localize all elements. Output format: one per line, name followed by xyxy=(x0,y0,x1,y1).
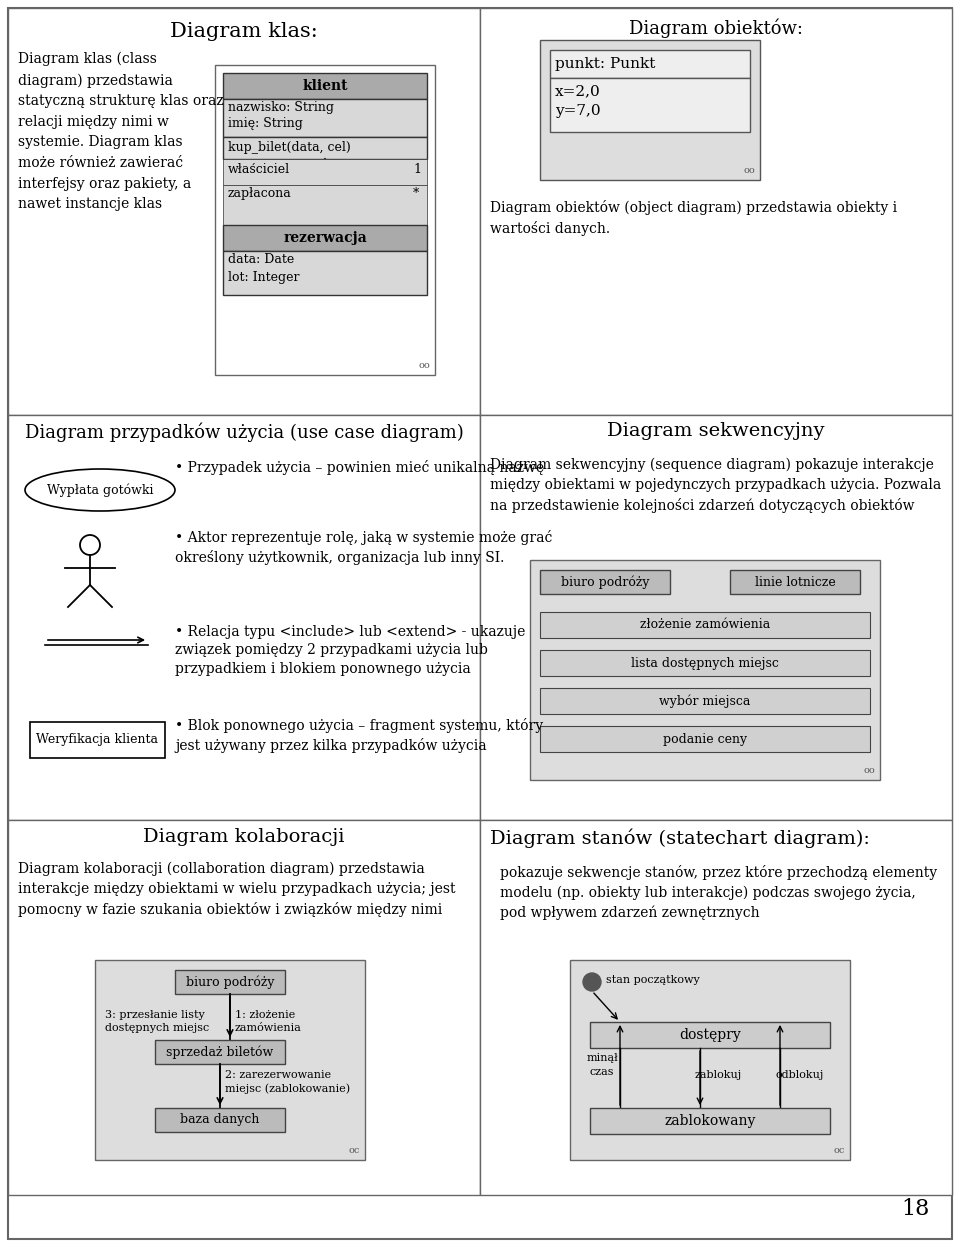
FancyBboxPatch shape xyxy=(8,7,480,415)
Text: klient: klient xyxy=(302,79,348,94)
FancyBboxPatch shape xyxy=(223,137,427,160)
Text: lista dostępnych miejsc: lista dostępnych miejsc xyxy=(631,656,779,670)
FancyBboxPatch shape xyxy=(590,1109,830,1134)
FancyBboxPatch shape xyxy=(540,726,870,752)
FancyBboxPatch shape xyxy=(8,7,952,1240)
Ellipse shape xyxy=(25,469,175,511)
Text: zablokuj: zablokuj xyxy=(695,1070,742,1080)
Text: Diagram obiektów:: Diagram obiektów: xyxy=(629,17,803,37)
FancyBboxPatch shape xyxy=(540,650,870,676)
Text: x=2,0: x=2,0 xyxy=(555,84,601,99)
Text: pokazuje sekwencje stanów, przez które przechodzą elementy
modelu (np. obiekty l: pokazuje sekwencje stanów, przez które p… xyxy=(500,865,937,920)
FancyBboxPatch shape xyxy=(730,570,860,594)
Text: minął
czas: minął czas xyxy=(587,1054,618,1076)
Text: odblokuj: odblokuj xyxy=(775,1070,824,1080)
FancyBboxPatch shape xyxy=(530,560,880,781)
Text: baza danych: baza danych xyxy=(180,1114,260,1126)
Text: 3: przesłanie listy
dostępnych miejsc: 3: przesłanie listy dostępnych miejsc xyxy=(105,1010,209,1034)
Text: punkt: Punkt: punkt: Punkt xyxy=(555,57,656,71)
Text: Diagram przypadków użycia (use case diagram): Diagram przypadków użycia (use case diag… xyxy=(25,421,464,441)
Text: oc: oc xyxy=(348,1146,360,1155)
FancyBboxPatch shape xyxy=(480,821,952,1195)
Text: Weryfikacja klienta: Weryfikacja klienta xyxy=(36,733,158,747)
Text: Diagram sekwencyjny (sequence diagram) pokazuje interakcje
między obiektami w po: Diagram sekwencyjny (sequence diagram) p… xyxy=(490,458,941,513)
FancyBboxPatch shape xyxy=(590,1023,830,1047)
Text: Diagram sekwencyjny: Diagram sekwencyjny xyxy=(608,421,825,440)
Text: wybór miejsca: wybór miejsca xyxy=(660,695,751,708)
FancyBboxPatch shape xyxy=(540,688,870,715)
Text: oo: oo xyxy=(743,166,755,175)
FancyBboxPatch shape xyxy=(540,570,670,594)
FancyBboxPatch shape xyxy=(223,185,427,224)
FancyBboxPatch shape xyxy=(30,722,165,758)
Text: oc: oc xyxy=(833,1146,845,1155)
FancyBboxPatch shape xyxy=(480,7,952,415)
Text: złożenie zamówienia: złożenie zamówienia xyxy=(640,619,770,631)
Text: 2: zarezerwowanie
miejsc (zablokowanie): 2: zarezerwowanie miejsc (zablokowanie) xyxy=(225,1070,350,1094)
Text: oo: oo xyxy=(419,360,430,370)
FancyBboxPatch shape xyxy=(175,970,285,994)
Text: Diagram kolaboracji: Diagram kolaboracji xyxy=(143,828,345,845)
Text: • Relacja typu <include> lub <extend> - ukazuje
związek pomiędzy 2 przypadkami u: • Relacja typu <include> lub <extend> - … xyxy=(175,625,525,676)
FancyBboxPatch shape xyxy=(95,960,365,1160)
Text: rezerwacja: rezerwacja xyxy=(283,231,367,244)
FancyBboxPatch shape xyxy=(550,50,750,79)
Text: Diagram klas:: Diagram klas: xyxy=(170,22,318,41)
FancyBboxPatch shape xyxy=(550,79,750,132)
Text: kup_bilet(data, cel): kup_bilet(data, cel) xyxy=(228,141,350,155)
Text: linie lotnicze: linie lotnicze xyxy=(755,576,835,589)
Text: Diagram stanów (statechart diagram):: Diagram stanów (statechart diagram): xyxy=(490,828,870,848)
FancyBboxPatch shape xyxy=(215,65,435,375)
Text: stan początkowy: stan początkowy xyxy=(606,975,700,985)
Text: • Aktor reprezentuje rolę, jaką w systemie może grać
określony użytkownik, organ: • Aktor reprezentuje rolę, jaką w system… xyxy=(175,530,552,565)
Circle shape xyxy=(583,973,601,991)
FancyBboxPatch shape xyxy=(8,415,480,821)
Text: biuro podróży: biuro podróży xyxy=(561,575,649,589)
Text: 1: 1 xyxy=(413,163,421,176)
Text: właściciel: właściciel xyxy=(228,163,290,176)
Text: 18: 18 xyxy=(901,1198,930,1220)
Text: Diagram obiektów (object diagram) przedstawia obiekty i
wartości danych.: Diagram obiektów (object diagram) przeds… xyxy=(490,200,898,236)
Text: sprzedaż biletów: sprzedaż biletów xyxy=(166,1045,274,1059)
FancyBboxPatch shape xyxy=(223,160,427,185)
FancyBboxPatch shape xyxy=(540,612,870,638)
Text: imię: String: imię: String xyxy=(228,117,302,130)
Text: zablokowany: zablokowany xyxy=(664,1114,756,1129)
Text: lot: Integer: lot: Integer xyxy=(228,271,300,284)
FancyBboxPatch shape xyxy=(155,1109,285,1132)
FancyBboxPatch shape xyxy=(8,821,480,1195)
FancyBboxPatch shape xyxy=(223,74,427,99)
Text: Diagram kolaboracji (collaboration diagram) przedstawia
interakcje między obiekt: Diagram kolaboracji (collaboration diagr… xyxy=(18,862,455,917)
FancyBboxPatch shape xyxy=(155,1040,285,1064)
Text: Wypłata gotówki: Wypłata gotówki xyxy=(47,484,154,496)
Text: y=7,0: y=7,0 xyxy=(555,104,601,118)
Text: oo: oo xyxy=(863,766,875,774)
Text: • Blok ponownego użycia – fragment systemu, który
jest używany przez kilka przyp: • Blok ponownego użycia – fragment syste… xyxy=(175,718,543,753)
FancyBboxPatch shape xyxy=(480,415,952,821)
Text: data: Date: data: Date xyxy=(228,253,295,266)
FancyBboxPatch shape xyxy=(540,40,760,180)
Text: Diagram klas (class
diagram) przedstawia
statyczną strukturę klas oraz
relacji m: Diagram klas (class diagram) przedstawia… xyxy=(18,52,224,211)
Text: biuro podróży: biuro podróży xyxy=(185,975,275,989)
Text: dostępry: dostępry xyxy=(679,1028,741,1042)
FancyBboxPatch shape xyxy=(570,960,850,1160)
Text: • Przypadek użycia – powinien mieć unikalną nazwę: • Przypadek użycia – powinien mieć unika… xyxy=(175,460,544,475)
Text: podanie ceny: podanie ceny xyxy=(663,732,747,746)
Text: *: * xyxy=(413,187,420,200)
FancyBboxPatch shape xyxy=(223,251,427,296)
FancyBboxPatch shape xyxy=(223,99,427,137)
FancyBboxPatch shape xyxy=(223,224,427,251)
Text: nazwisko: String: nazwisko: String xyxy=(228,101,334,113)
Text: 1: złożenie
zamówienia: 1: złożenie zamówienia xyxy=(235,1010,301,1034)
Text: zapłacona: zapłacona xyxy=(228,187,292,200)
